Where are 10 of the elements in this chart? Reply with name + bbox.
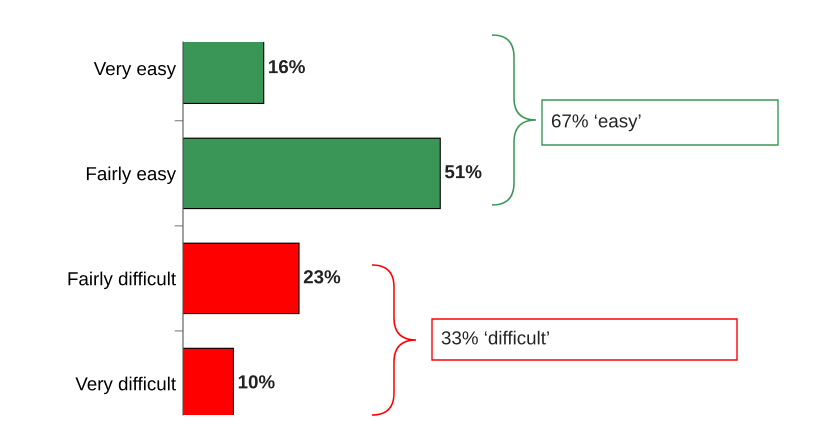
y-tick-label: Very difficult: [75, 376, 176, 394]
data-label: 23%: [304, 270, 340, 284]
data-label: 51%: [445, 165, 482, 178]
data-label: 10%: [238, 375, 275, 389]
y-tick-label: Fairly difficult: [68, 272, 176, 290]
y-tick-label: Very easy: [94, 62, 176, 79]
text: 33% ‘difficult’: [442, 330, 549, 345]
y-tick-label: Fairly easy: [86, 166, 176, 184]
data-label: 16%: [269, 60, 305, 74]
text: 67% ‘easy’: [552, 114, 641, 132]
